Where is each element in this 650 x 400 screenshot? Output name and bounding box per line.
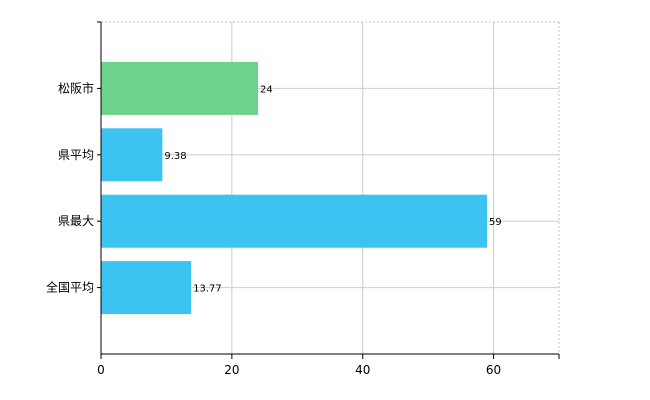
bar: [101, 128, 163, 182]
y-tick-label: 松阪市: [58, 80, 94, 95]
labels: 松阪市 24 県平均 9.38 県最大 59 全国平均 13.77 0 20 40 60: [46, 21, 560, 377]
axes: [100, 22, 559, 355]
y-tick-label: 県平均: [58, 148, 94, 162]
data-label: 9.38: [164, 151, 186, 162]
data-label: 59: [489, 217, 502, 228]
bar: [101, 194, 488, 248]
data-label: 24: [260, 84, 273, 95]
x-tick-label: 0: [97, 363, 105, 377]
x-tick-label: 20: [224, 363, 239, 377]
x-tick-label: 60: [486, 363, 501, 377]
bars: [101, 61, 488, 315]
bar: [101, 261, 192, 315]
y-tick-label: 全国平均: [46, 280, 94, 295]
x-tick-label: 40: [355, 363, 370, 377]
data-label: 13.77: [193, 284, 222, 295]
y-tick-label: 県最大: [58, 214, 94, 228]
bar: [101, 61, 259, 115]
